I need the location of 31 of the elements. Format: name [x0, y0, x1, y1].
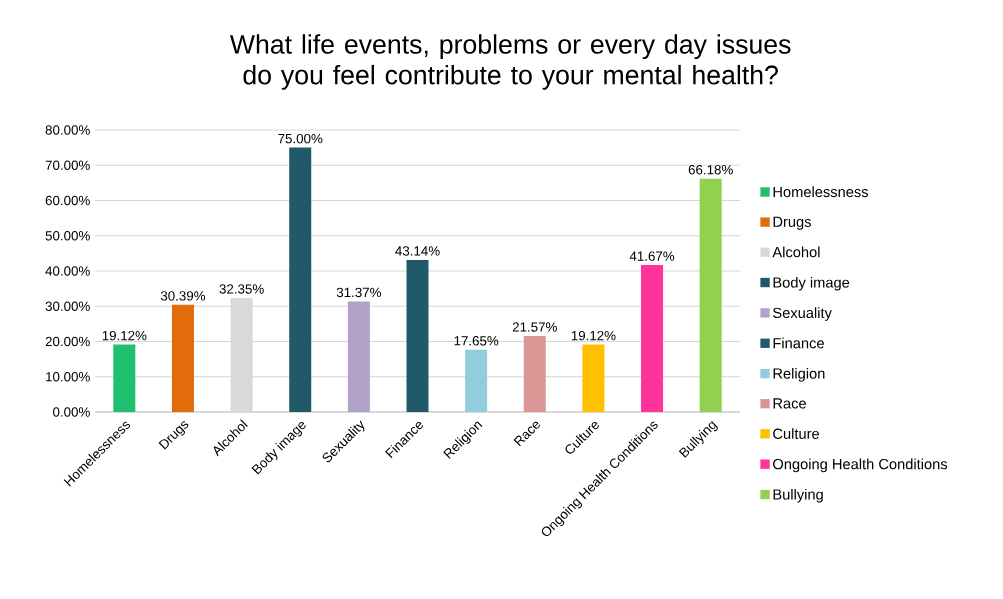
data-label: 75.00% [278, 133, 323, 144]
data-label: 41.67% [629, 251, 675, 261]
data-label: 66.18% [688, 165, 733, 175]
data-label: 43.14% [395, 246, 440, 256]
y-tick-label: 0.00% [53, 407, 90, 417]
y-tick-label: 50.00% [45, 231, 90, 241]
data-label: 19.12% [102, 330, 147, 341]
y-tick-label: 40.00% [45, 266, 90, 276]
y-tick-label: 30.00% [45, 301, 90, 311]
legend-label: Alcohol [772, 246, 820, 258]
legend-label: Homelessness [773, 186, 869, 198]
legend-label: Drugs [773, 216, 811, 230]
y-tick-label: 20.00% [45, 336, 90, 347]
legend-label: Race [773, 398, 806, 409]
y-tick-label: 70.00% [45, 160, 90, 170]
y-tick-label: 80.00% [45, 125, 90, 135]
legend-label: Bullying [773, 488, 823, 503]
data-label: 21.57% [512, 322, 557, 332]
legend-label: Religion [773, 367, 825, 382]
legend-label: Ongoing Health Conditions [773, 458, 948, 473]
y-tick-label: 60.00% [45, 195, 90, 206]
data-label: 31.37% [336, 287, 382, 298]
legend-label: Sexuality [773, 307, 832, 321]
data-label: 30.39% [160, 291, 206, 301]
chart-title: What life events, problems or every day issues do you feel contribute to your mental health? [229, 34, 791, 90]
y-tick-label: 10.00% [46, 372, 90, 382]
legend-label: Finance [773, 337, 824, 349]
data-label: 32.35% [219, 284, 264, 294]
data-label: 17.65% [454, 336, 499, 346]
legend-label: Body image [773, 276, 850, 291]
data-label: 19.12% [571, 330, 616, 341]
